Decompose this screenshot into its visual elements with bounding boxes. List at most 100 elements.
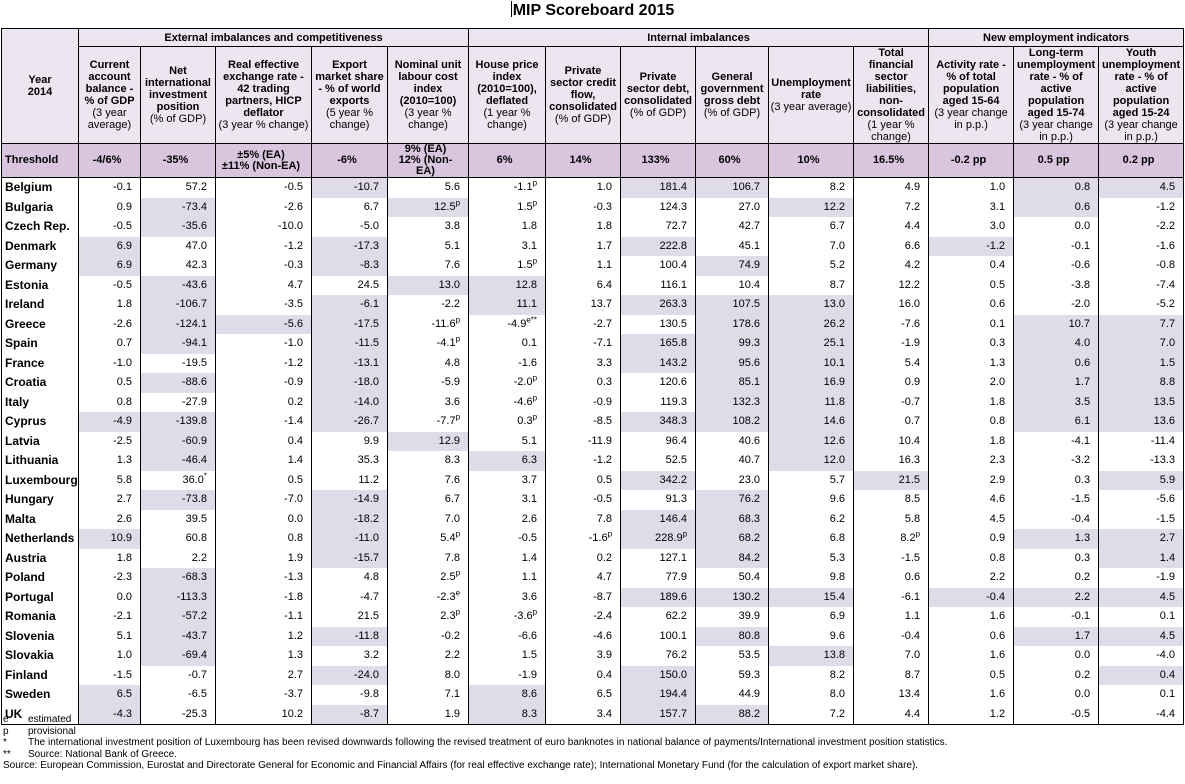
cell-value: 6.7 (444, 493, 461, 506)
cell-value: 146.4 (659, 512, 688, 525)
data-cell: 5.8 (78, 470, 141, 490)
cell-value: 108.2 (732, 415, 761, 428)
cell-value: 0.5 (287, 473, 303, 486)
data-cell: -60.9 (140, 431, 216, 451)
data-cell: -10.7 (311, 177, 388, 198)
cell-value: 178.6 (732, 317, 761, 330)
cell-footnote-mark: p (532, 607, 538, 617)
data-cell: 0.0 (78, 587, 141, 607)
data-cell: 4.6 (928, 490, 1015, 510)
cell-value: 120.6 (659, 376, 688, 389)
cell-footnote-mark: p (532, 393, 538, 403)
data-cell: 119.3 (620, 392, 697, 412)
cell-value: 0.1 (521, 337, 538, 350)
data-cell: 10.4 (853, 431, 930, 451)
data-cell: -69.4 (140, 646, 216, 666)
cell-value: 11.1 (516, 298, 538, 311)
data-cell: 0.4 (215, 431, 312, 451)
data-cell: 6.4 (545, 275, 622, 295)
data-cell: -1.0 (78, 353, 141, 373)
data-cell: 3.6 (386, 392, 470, 412)
cell-value: 6.1 (1074, 415, 1091, 428)
cell-value: 6.9 (116, 259, 132, 272)
data-cell: -2.3 (78, 568, 141, 588)
data-cell: 3.7 (468, 470, 547, 490)
cell-value: 143.2 (659, 356, 688, 369)
table-row: Austria 1.8 2.2 1.9 -15.7 7.8 1.4 0.2 127.1 84.2 5… (1, 548, 1185, 568)
data-cell: 4.9 (853, 177, 930, 198)
data-cell: -18.0 (311, 373, 388, 393)
data-cell: -17.3 (311, 236, 388, 256)
cell-value: 0.0 (116, 590, 132, 603)
cell-value: 60.8 (185, 532, 207, 545)
data-cell: 6.5 (78, 685, 141, 705)
country-name: Estonia (1, 275, 79, 295)
data-cell: 0.5 (928, 665, 1015, 685)
data-cell: 40.6 (695, 431, 770, 451)
cell-value: -11.4 (1150, 434, 1176, 447)
data-cell: -17.5 (311, 314, 388, 334)
cell-value: 8.5 (904, 493, 921, 506)
cell-value: 6.4 (596, 278, 613, 291)
cell-value: 2.2 (1074, 590, 1091, 603)
cell-footnote-mark: p (532, 373, 538, 383)
cell-value: -0.4 (901, 629, 921, 642)
threshold-text: -6% (337, 154, 357, 166)
cell-value: 116.1 (660, 278, 688, 291)
cell-value: -0.7 (188, 668, 207, 681)
data-cell: 0.8 (928, 412, 1015, 432)
data-cell: -0.3 (215, 256, 312, 276)
cell-value: 1.9 (287, 551, 303, 564)
data-cell: 1.9 (386, 704, 470, 725)
cell-value: -1.2 (284, 356, 303, 369)
data-cell: 1.6 (928, 685, 1015, 705)
cell-value: 1.7 (1074, 376, 1091, 389)
cell-value: -2.5 (113, 434, 132, 447)
cell-value: 1.7 (596, 239, 613, 252)
data-cell: 5.1 (468, 431, 547, 451)
data-cell: -7.4 (1098, 275, 1185, 295)
cell-value: -7.1 (593, 337, 613, 350)
data-cell: 39.5 (140, 509, 216, 529)
cell-value: -3.8 (1071, 278, 1091, 291)
cell-value: -1.5 (1071, 493, 1091, 506)
data-cell: 35.3 (311, 451, 388, 471)
footnote-key: ** (3, 748, 11, 760)
data-cell: 181.4 (620, 177, 697, 198)
data-cell: 0.4 (545, 665, 622, 685)
cell-value: 2.6 (116, 512, 132, 525)
data-cell: 3.2 (311, 646, 388, 666)
cell-value: 0.8 (989, 415, 1006, 428)
cell-value: 3.4 (596, 707, 613, 720)
data-cell: -1.5 (78, 665, 141, 685)
data-cell: -8.7 (311, 704, 388, 725)
data-cell: 1.2 (215, 626, 312, 646)
footnote: ** Source: National Bank of Greece. (3, 749, 947, 761)
page-title: MIP Scoreboard 2015 (0, 1, 1185, 20)
cell-value: 42.7 (738, 220, 761, 233)
cell-value: 0.1 (1159, 610, 1176, 623)
cell-value: 95.6 (738, 356, 761, 369)
cell-value: -8.3 (360, 259, 379, 272)
cell-value: 7.8 (444, 551, 461, 564)
cell-value: -113.3 (176, 590, 207, 603)
cell-value: -73.8 (181, 493, 207, 506)
cell-value: -1.3 (284, 571, 303, 584)
data-cell: 5.1 (386, 236, 470, 256)
cell-value: 132.3 (732, 395, 761, 408)
cell-value: -8.7 (360, 707, 379, 720)
column-header-title: Net international investment position (144, 65, 211, 113)
cell-value: -88.6 (181, 376, 207, 389)
cell-value: -1.2 (593, 454, 613, 467)
cell-value: 5.8 (116, 473, 132, 486)
data-cell: -0.1 (78, 177, 141, 198)
threshold-text: 133% (641, 154, 670, 166)
table-row: Malta 2.6 39.5 0.0 -18.2 7.0 2.6 7.8 146.4 68.3 6.… (1, 509, 1185, 529)
cell-value: 74.9 (738, 259, 761, 272)
data-cell: 1.3 (215, 646, 312, 666)
data-cell: 9.9 (311, 431, 388, 451)
threshold-value: 0.5 pp (1013, 143, 1100, 178)
data-cell: 68.2 (695, 529, 770, 549)
cell-value: 130.2 (732, 590, 761, 603)
table-row: Slovakia 1.0 -69.4 1.3 3.2 2.2 1.5 3.9 76.2 53.5 1… (1, 646, 1185, 666)
